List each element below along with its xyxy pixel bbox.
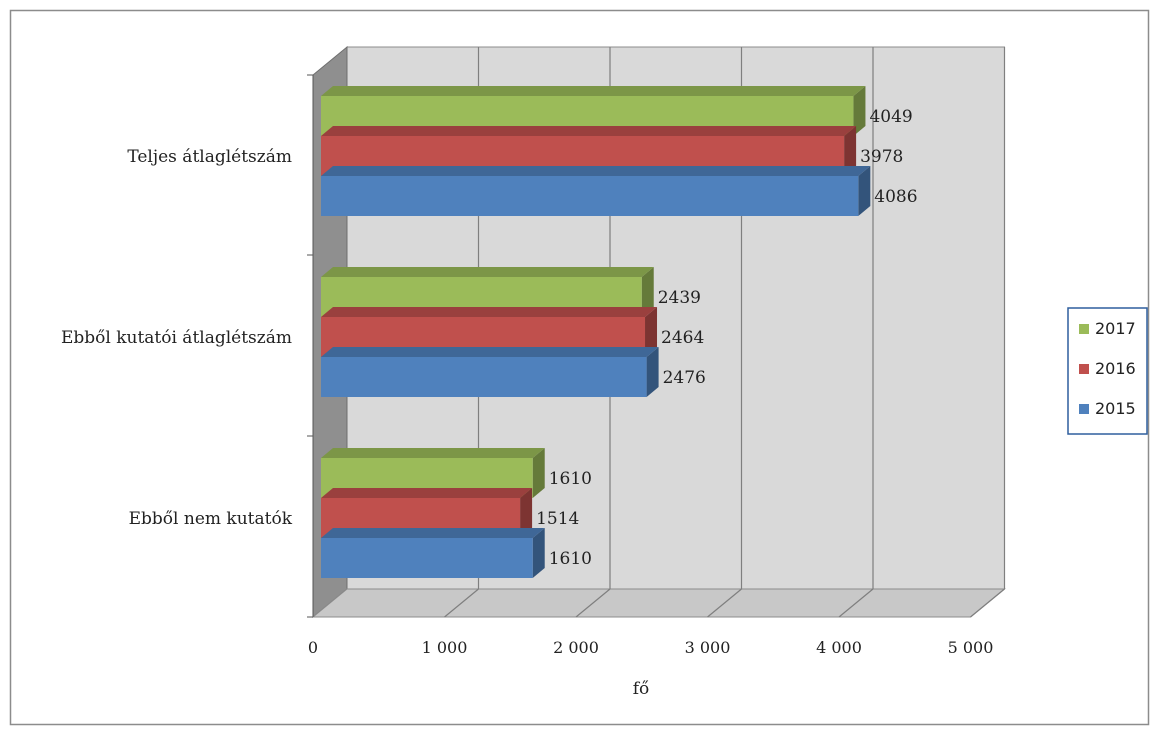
bar (321, 538, 533, 578)
bar-side (532, 448, 545, 498)
data-label: 4086 (874, 187, 917, 207)
bar-top (321, 86, 866, 96)
legend-label: 2017 (1095, 319, 1136, 338)
bar-top (321, 528, 545, 538)
legend-swatch (1079, 324, 1089, 334)
x-tick-label: 0 (308, 638, 318, 657)
bar-side (520, 488, 533, 538)
legend-swatch (1079, 404, 1089, 414)
category-label: Ebből kutatói átlaglétszám (61, 328, 292, 348)
floor (311, 588, 1006, 618)
category-label: Teljes átlaglétszám (127, 147, 292, 167)
bar-top (321, 347, 659, 357)
bar-side (641, 267, 654, 317)
bar-side (646, 347, 659, 397)
x-tick-label: 4 000 (816, 638, 862, 657)
gridline-floor (707, 588, 742, 618)
gridline-floor (444, 588, 479, 618)
x-tick-label: 5 000 (948, 638, 994, 657)
data-label: 1514 (536, 509, 579, 529)
bar-top (321, 448, 545, 458)
bar-side (645, 307, 658, 357)
data-label: 2464 (661, 328, 704, 348)
bar-top (321, 126, 857, 136)
gridline-floor (970, 588, 1005, 618)
bar-top (321, 307, 658, 317)
category-label: Ebből nem kutatók (129, 509, 293, 529)
x-tick-label: 2 000 (553, 638, 599, 657)
data-label: 4049 (869, 107, 912, 127)
bar-top (321, 488, 533, 498)
x-axis-title: fő (633, 679, 650, 699)
data-label: 2476 (663, 368, 706, 388)
data-label: 3978 (860, 147, 903, 167)
gridline-floor (838, 588, 874, 618)
legend-label: 2016 (1095, 359, 1136, 378)
x-tick-label: 3 000 (685, 638, 731, 657)
bar-top (321, 267, 654, 277)
bar (321, 357, 647, 397)
bar-side (844, 126, 857, 176)
bar-side (858, 166, 871, 216)
legend-label: 2015 (1095, 399, 1136, 418)
legend-swatch (1079, 364, 1089, 374)
bar-top (321, 166, 871, 176)
data-label: 2439 (658, 288, 701, 308)
gridline-floor (575, 588, 611, 618)
bar-side (532, 528, 545, 578)
bar-side (853, 86, 866, 136)
x-tick-label: 1 000 (422, 638, 468, 657)
data-label: 1610 (549, 469, 592, 489)
data-label: 1610 (549, 549, 592, 569)
bar (321, 176, 859, 216)
